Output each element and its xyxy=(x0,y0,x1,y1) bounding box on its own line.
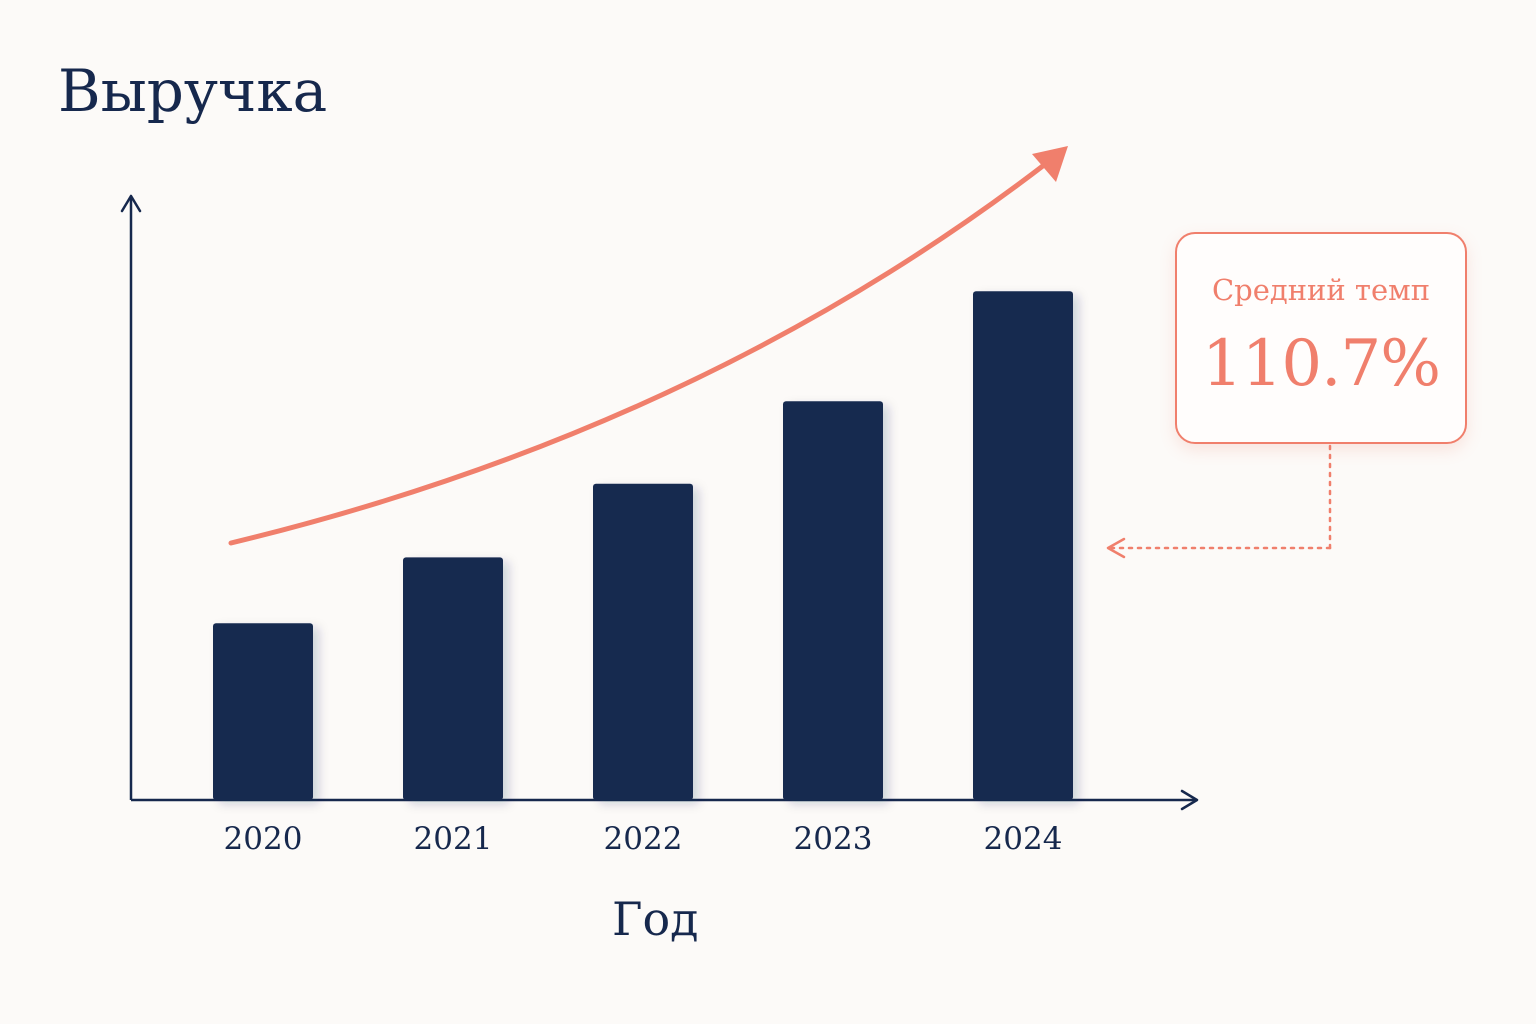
x-tick-label-2021: 2021 xyxy=(414,821,493,857)
x-axis-arrowhead xyxy=(1180,789,1199,811)
x-tick-label-2022: 2022 xyxy=(604,821,683,857)
x-axis-label: Год xyxy=(612,892,699,946)
bar-2022 xyxy=(593,483,693,800)
callout-value: 110.7% xyxy=(1201,327,1441,401)
x-tick-labels: 2020 2021 2022 2023 2024 xyxy=(224,821,1063,857)
y-axis-label: Выручка xyxy=(58,57,328,125)
bar-2021 xyxy=(403,557,503,800)
bar-2020 xyxy=(213,623,313,800)
bars xyxy=(213,291,1073,800)
x-tick-label-2023: 2023 xyxy=(794,821,873,857)
x-tick-label-2024: 2024 xyxy=(984,821,1063,857)
growth-trend-arrowhead xyxy=(1032,146,1068,182)
callout-pointer-arrowhead xyxy=(1106,537,1126,559)
callout-label: Средний темп xyxy=(1211,273,1431,307)
bar-2024 xyxy=(973,291,1073,800)
x-tick-label-2020: 2020 xyxy=(224,821,303,857)
growth-trend-arrow xyxy=(228,159,1051,546)
bar-2023 xyxy=(783,401,883,800)
average-rate-callout: Средний темп 110.7% xyxy=(1175,232,1467,444)
y-axis-arrowhead xyxy=(120,194,142,213)
